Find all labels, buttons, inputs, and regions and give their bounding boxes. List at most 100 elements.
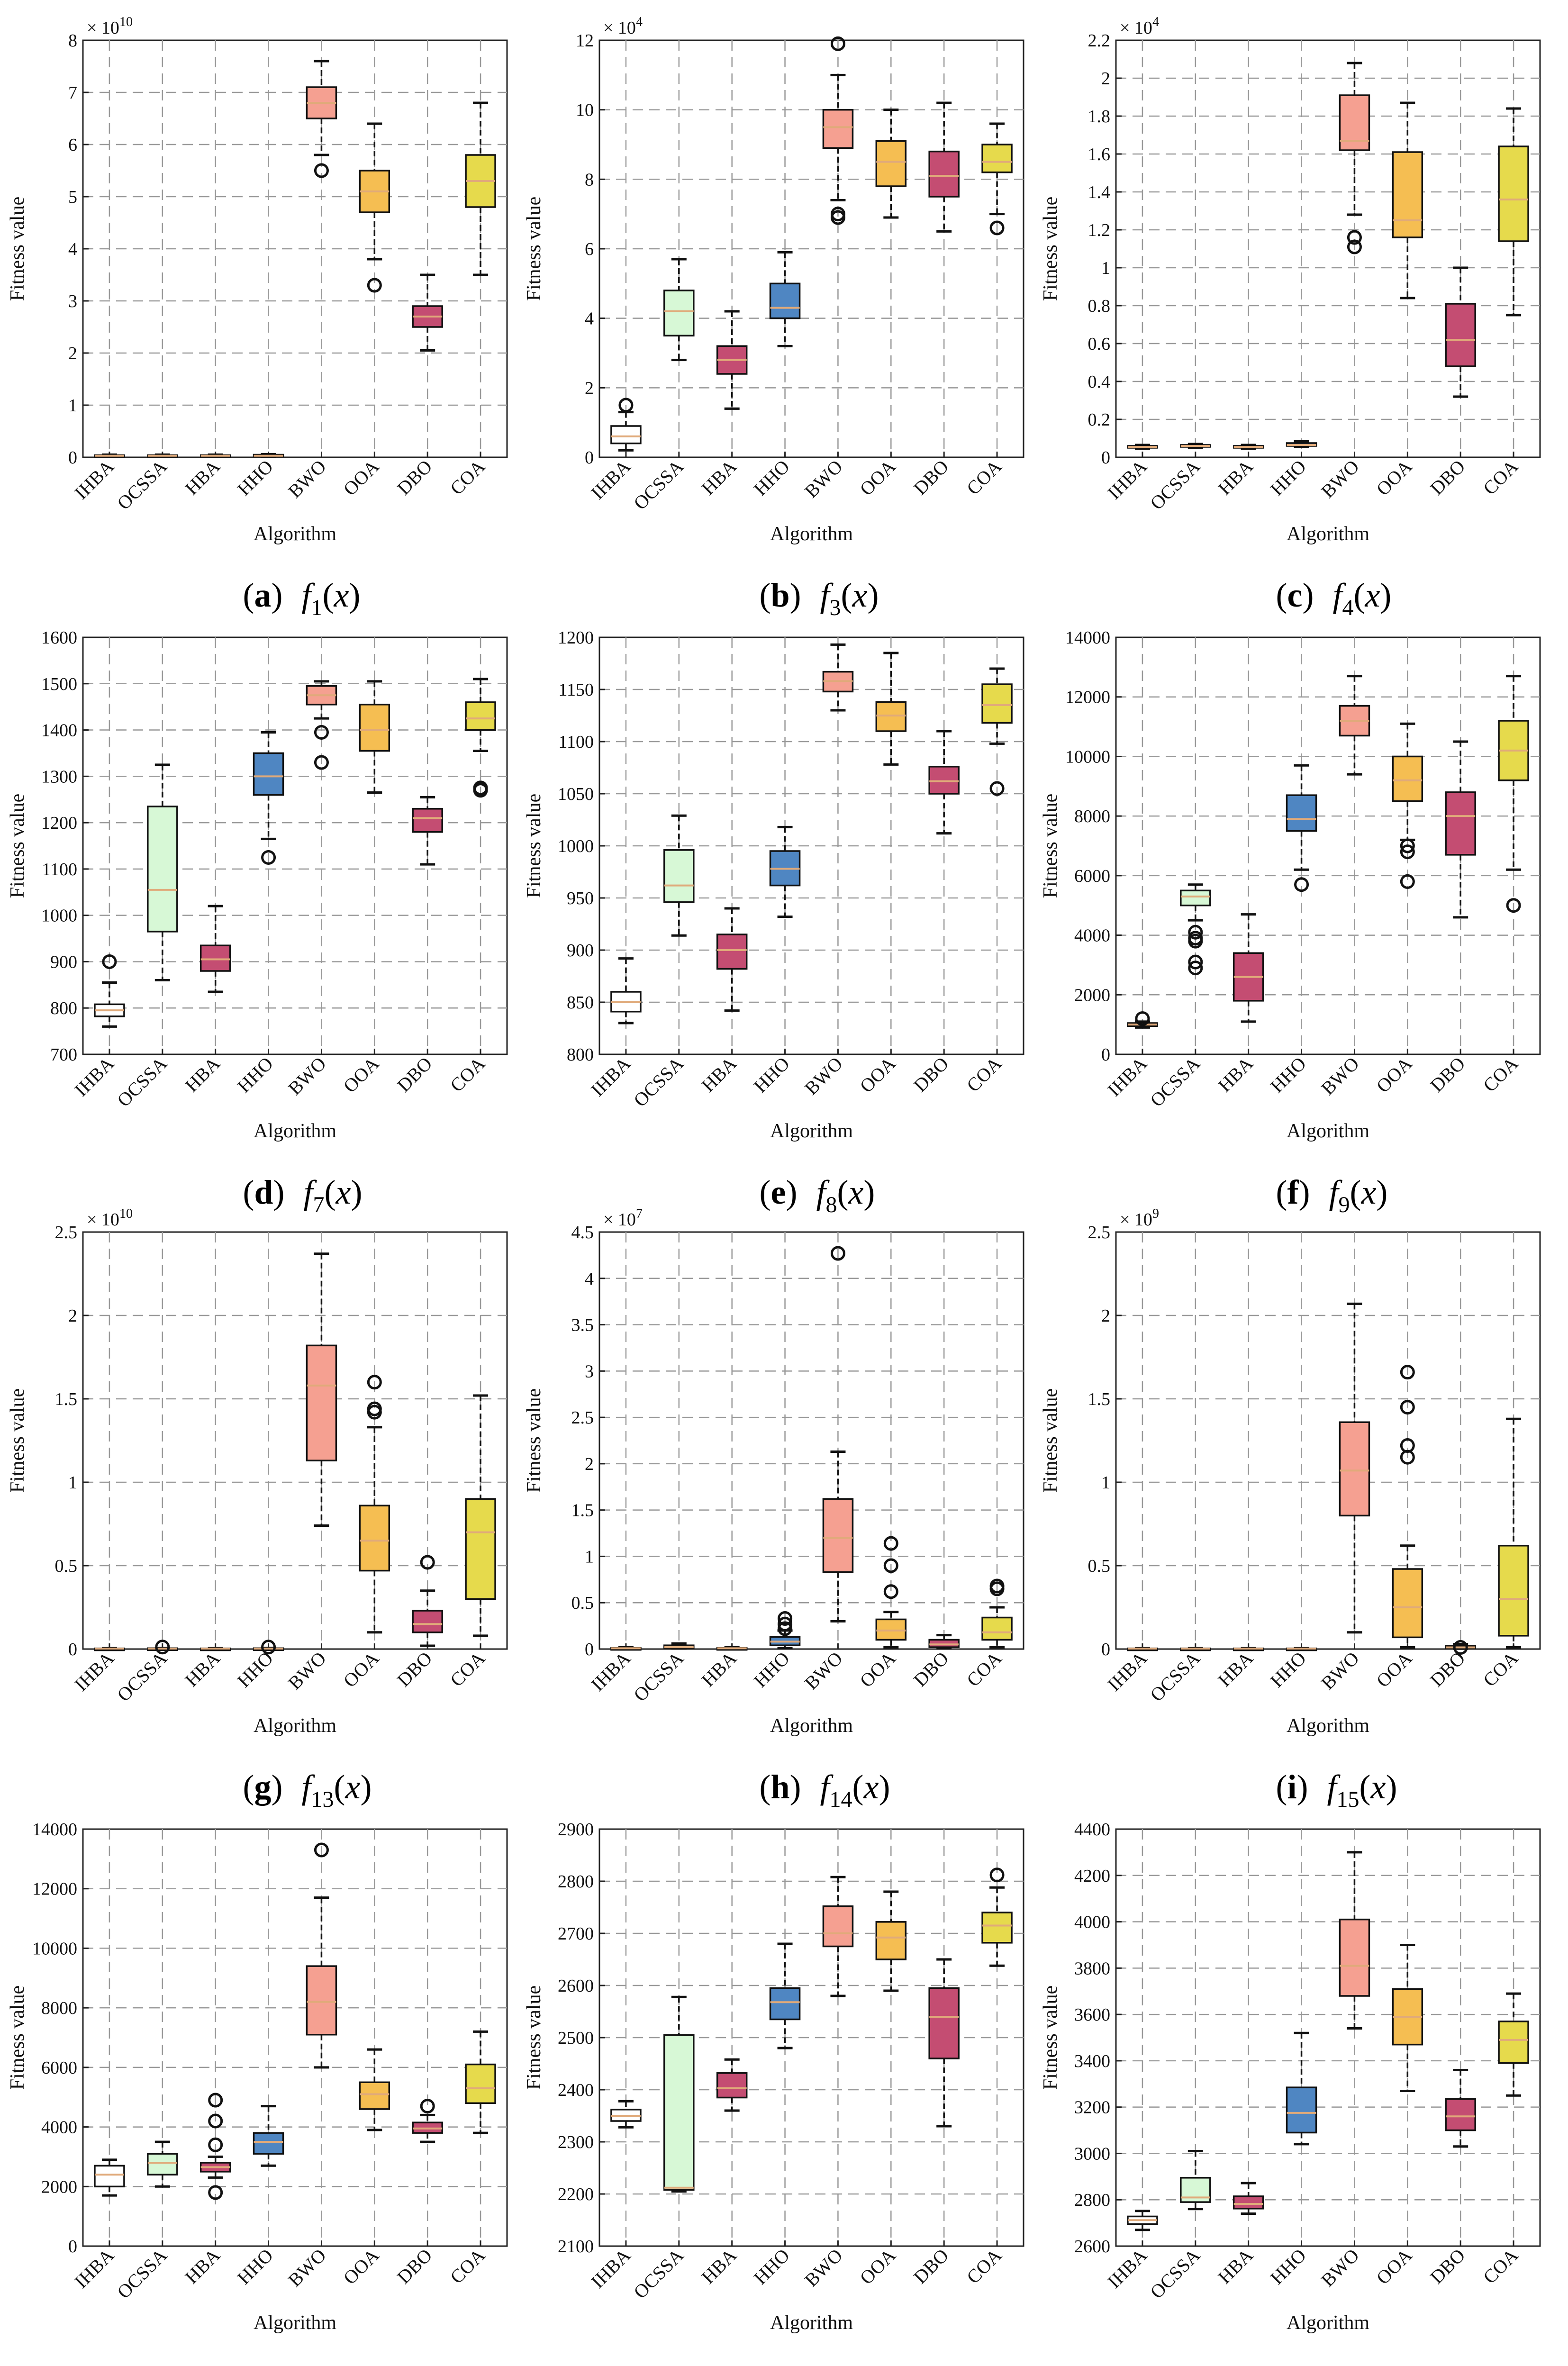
box-iqr bbox=[359, 704, 390, 752]
box-ihba bbox=[94, 1647, 125, 1651]
x-tick-label: OCSSA bbox=[629, 1647, 688, 1705]
box-ooa bbox=[359, 122, 390, 293]
box-ocssa bbox=[1180, 883, 1211, 976]
box-ooa bbox=[1392, 101, 1423, 299]
y-tick-label: 4 bbox=[585, 1269, 594, 1289]
y-tick-label: 800 bbox=[50, 998, 77, 1018]
y-tick-label: 1600 bbox=[41, 628, 77, 648]
x-tick-label: BWO bbox=[800, 456, 847, 502]
x-tick-label: OOA bbox=[339, 455, 383, 499]
x-tick-label: OOA bbox=[1372, 2244, 1416, 2288]
box-iqr bbox=[928, 1987, 960, 2059]
x-tick-label: DBO bbox=[909, 1053, 953, 1097]
outlier-point bbox=[1400, 874, 1415, 889]
x-tick-label: OCSSA bbox=[629, 1052, 688, 1111]
y-tick-label: 2800 bbox=[558, 1872, 594, 1892]
y-tick-label: 3 bbox=[68, 291, 77, 311]
box-dbo bbox=[412, 796, 443, 866]
box-dbo bbox=[1445, 2068, 1476, 2148]
box-iqr bbox=[253, 752, 284, 796]
y-tick-label: 0 bbox=[1101, 448, 1110, 468]
y-tick-label: 8 bbox=[585, 170, 594, 190]
x-tick-label: DBO bbox=[393, 2245, 436, 2288]
y-tick-label: 4 bbox=[585, 309, 594, 329]
y-tick-label: 1150 bbox=[558, 680, 594, 700]
box-iqr bbox=[465, 1498, 496, 1600]
outlier-point bbox=[208, 2113, 223, 2129]
y-tick-label: 12 bbox=[576, 31, 594, 51]
outlier-point bbox=[883, 1536, 898, 1551]
box-hho bbox=[1286, 440, 1317, 448]
x-tick-label: IHBA bbox=[70, 1052, 118, 1100]
plot-frame bbox=[598, 1231, 1024, 1650]
box-dbo bbox=[928, 101, 960, 233]
outlier-point bbox=[102, 954, 117, 969]
x-tick-label: DBO bbox=[393, 1648, 436, 1691]
x-tick-label: HHO bbox=[1266, 2245, 1310, 2289]
box-dbo bbox=[412, 273, 443, 352]
plot-frame bbox=[82, 1231, 508, 1650]
chart-panel: 2600 2800 3000 3200 3400 3600 3800 4000 4200 4400… bbox=[1040, 1820, 1541, 2366]
outlier-point bbox=[1188, 954, 1203, 970]
box-dbo bbox=[1445, 1640, 1476, 1655]
y-tick-label: 800 bbox=[567, 1045, 594, 1065]
x-tick-label: OOA bbox=[856, 1052, 900, 1097]
plot-frame bbox=[598, 1828, 1024, 2247]
axis-exponent: × 1010 bbox=[87, 15, 133, 38]
box-hho bbox=[253, 731, 284, 865]
box-hba bbox=[716, 310, 748, 410]
outlier-point bbox=[1453, 1640, 1468, 1655]
outlier-point bbox=[314, 755, 329, 770]
y-axis-title: Fitness value bbox=[523, 197, 545, 301]
outlier-point bbox=[261, 1640, 276, 1655]
subplot-caption: (k)f21(x) bbox=[760, 2365, 890, 2366]
box-iqr bbox=[359, 1505, 390, 1572]
x-axis-title: Algorithm bbox=[770, 2312, 853, 2334]
box-ooa bbox=[359, 2048, 390, 2131]
box-hho bbox=[253, 1640, 284, 1655]
y-tick-label: 2900 bbox=[558, 1820, 594, 1840]
x-tick-label: HHO bbox=[750, 1648, 794, 1692]
x-tick-label: HHO bbox=[233, 1053, 277, 1097]
box-ooa bbox=[875, 109, 907, 219]
x-tick-label: HHO bbox=[750, 2245, 794, 2289]
box-hba bbox=[1233, 2182, 1264, 2215]
y-tick-label: 950 bbox=[567, 888, 594, 908]
box-bwo bbox=[1339, 1851, 1370, 2030]
y-tick-label: 1.4 bbox=[1088, 182, 1111, 202]
box-iqr bbox=[412, 808, 443, 833]
x-tick-label: HBA bbox=[181, 2244, 225, 2288]
y-tick-label: 0 bbox=[68, 1640, 77, 1659]
box-hba bbox=[199, 453, 231, 458]
x-tick-label: BWO bbox=[1317, 1648, 1363, 1694]
y-tick-label: 1 bbox=[68, 1473, 77, 1493]
x-tick-label: OOA bbox=[1372, 1052, 1416, 1097]
box-hho bbox=[253, 2105, 284, 2167]
y-tick-label: 4000 bbox=[41, 2118, 77, 2138]
x-axis-title: Algorithm bbox=[254, 2312, 336, 2334]
y-tick-label: 8000 bbox=[41, 1998, 77, 2018]
axis-exponent: × 107 bbox=[603, 1206, 643, 1230]
plot-frame bbox=[82, 39, 508, 458]
x-tick-label: COA bbox=[446, 1647, 489, 1691]
x-tick-label: DBO bbox=[909, 2245, 953, 2288]
outlier-point bbox=[1347, 230, 1362, 245]
box-hba bbox=[1233, 1647, 1264, 1651]
y-axis-title: Fitness value bbox=[1040, 1985, 1061, 2090]
x-axis-title: Algorithm bbox=[770, 1120, 853, 1142]
box-hho bbox=[769, 1611, 801, 1650]
plot-frame bbox=[82, 636, 508, 1055]
box-bwo bbox=[306, 60, 337, 178]
y-tick-label: 8000 bbox=[1074, 807, 1110, 826]
outlier-point bbox=[883, 1584, 898, 1599]
box-ocssa bbox=[663, 1995, 695, 2193]
plot-frame bbox=[598, 636, 1024, 1055]
box-ooa bbox=[1392, 722, 1423, 889]
x-tick-label: OCSSA bbox=[1146, 1647, 1204, 1705]
y-tick-label: 0 bbox=[585, 1640, 594, 1659]
y-tick-label: 3400 bbox=[1074, 2051, 1110, 2071]
x-tick-label: HBA bbox=[698, 455, 741, 499]
